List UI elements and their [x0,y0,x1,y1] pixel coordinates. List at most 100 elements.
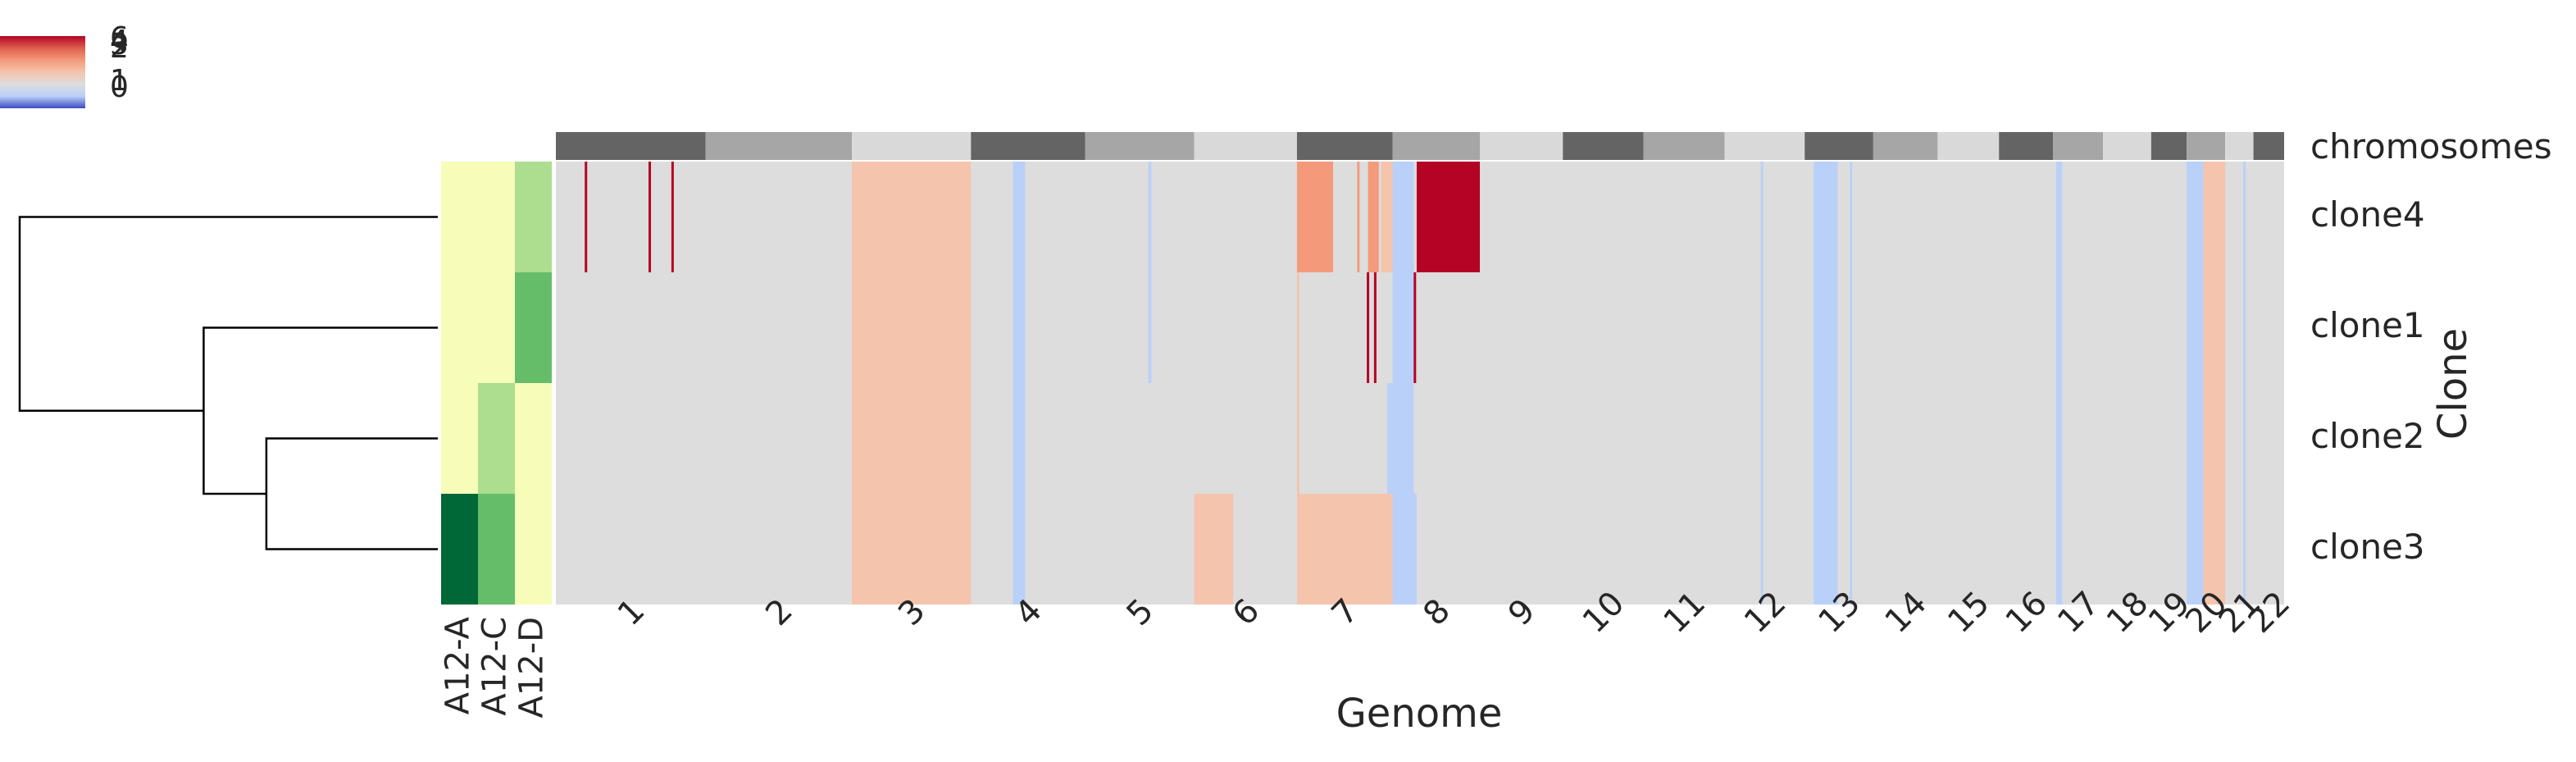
chromosome-band [556,132,706,160]
annotation-cell [478,494,515,605]
cnv-segment [1416,162,1481,272]
cnv-segment [2187,272,2204,383]
chromosome-band [705,132,852,160]
annotation-cell [515,272,552,383]
chromosome-band [1392,132,1481,160]
clone-label: clone2 [2310,416,2425,456]
chromosome-band [2053,132,2104,160]
x-axis-title: Genome [1336,691,1503,737]
cnv-segment [671,162,674,272]
cnv-segment [2243,162,2246,272]
colorbar-tick-label: 0 [110,71,129,104]
cnv-segment [585,162,588,272]
cnv-segment [1850,272,1853,383]
chromosome-band [2225,132,2254,160]
chromosome-band [1480,132,1563,160]
annotation-cell [441,272,478,383]
cnv-segment [1814,494,1838,605]
chromosome-band [1085,132,1195,160]
chromosome-band [1724,132,1805,160]
cnv-segment [2243,383,2246,494]
clone-dendrogram [18,216,438,550]
cnv-segment [851,383,972,494]
cnv-segment [1381,162,1393,272]
cnv-segment [1814,383,1838,494]
cnv-segment [1387,383,1393,494]
annotation-column-label: A12-D [513,617,551,719]
clone-label: clone1 [2310,305,2425,345]
sample-annotation-heatmap [441,162,552,605]
annotation-cell [478,383,515,494]
annotation-cell [515,383,552,494]
chromosome-track [556,132,2284,160]
cnv-segment [1373,272,1377,383]
cnv-segment [1368,162,1379,272]
colorbar-tick-label: 1 [110,64,129,98]
cnv-segment [1392,494,1417,605]
cnv-segment [1013,494,1026,605]
annotation-cell [478,272,515,383]
cnv-segment [2055,494,2063,605]
cnv-segment [1357,162,1360,272]
cnv-segment [2203,162,2226,272]
cnv-segment [851,162,972,272]
cnv-segment [2203,383,2226,494]
cnv-segment [1850,494,1853,605]
dendrogram-branch [265,437,438,550]
annotation-cell [515,494,552,605]
cnv-segment [1814,162,1838,272]
chromosome-band [2253,132,2284,160]
copy-number-heatmap [556,162,2284,605]
cnv-segment [2243,272,2246,383]
chromosome-band [2103,132,2151,160]
colorbar-tick-label: 6 [110,21,129,55]
chromosome-track-label: chromosomes [2310,126,2552,167]
cnv-segment [1814,272,1838,383]
y-axis-title: Clone [2430,328,2476,440]
cnv-segment [2055,162,2063,272]
annotation-cell [478,162,515,272]
y-axis-labels: clone4 clone1 clone2 clone3 [2310,194,2425,567]
clone-label: clone4 [2310,194,2425,235]
cnv-segment [2203,272,2226,383]
cnv-segment [1296,272,1299,383]
chromosome-band [1873,132,1938,160]
annotation-cell [441,494,478,605]
cnv-segment [2055,383,2063,494]
annotation-cell [441,383,478,494]
cnv-segment [2055,272,2063,383]
cnv-segment [1148,272,1152,383]
chromosome-band [1194,132,1297,160]
colorbar-tick-label: 3 [110,28,129,62]
cnv-segment [1392,383,1414,494]
annotation-column-label: A12-A [439,616,477,714]
cnv-segment [1392,272,1414,383]
cnv-segment [1013,383,1026,494]
cnv-segment [2243,494,2246,605]
chromosome-band [1296,132,1393,160]
colorbar-gradient [0,36,85,108]
chromosome-band [971,132,1085,160]
cnv-segment [1850,162,1853,272]
cnv-segment [1013,162,1026,272]
cnv-segment [1413,272,1417,383]
cnv-segment [1760,383,1764,494]
cnv-segment [1760,162,1764,272]
cnv-segment [851,272,972,383]
colorbar-tick-label: 4 [110,25,129,58]
cnv-segment [1760,494,1764,605]
chromosome-band [1999,132,2054,160]
chromosome-band [1643,132,1725,160]
cnv-segment [1296,383,1299,494]
cnv-segment [2187,162,2204,272]
cnv-segment [1296,494,1393,605]
cnv-segment [2187,494,2204,605]
chromosome-band [1805,132,1873,160]
cnv-segment [1296,162,1333,272]
cnv-segment [2187,383,2204,494]
chromosome-band [2150,132,2187,160]
cnv-segment [1367,272,1370,383]
cnv-segment [851,494,972,605]
